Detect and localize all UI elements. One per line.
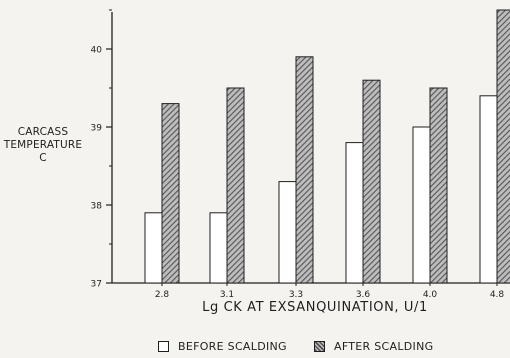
- x-tick-label-3.1: 3.1: [220, 290, 234, 300]
- legend: BEFORE SCALDING AFTER SCALDING: [158, 340, 498, 356]
- bar-after-scalding-4.8: [496, 9, 510, 284]
- x-axis-label: Lg CK AT EXSANQUINATION, U/1: [202, 300, 428, 315]
- bar-before-scalding-4.8: [479, 95, 498, 284]
- y-axis-label-line-1: CARCASS: [17, 126, 69, 138]
- y-axis-label-line-3: C: [39, 152, 47, 164]
- y-tick-label-38: 38: [91, 202, 103, 212]
- legend-item-after-scalding: AFTER SCALDING: [314, 340, 433, 353]
- bar-before-scalding-3.6: [345, 142, 364, 284]
- legend-label-before: BEFORE SCALDING: [178, 340, 287, 353]
- y-tick-label-39: 39: [91, 124, 103, 134]
- legend-label-after: AFTER SCALDING: [334, 340, 434, 353]
- tick-labels: 37 38 39 40 2.8 3.1 3.3 3.6 4.0 4.8: [91, 46, 505, 301]
- bar-after-scalding-3.3: [295, 56, 314, 284]
- bars: [144, 9, 510, 284]
- x-tick-label-2.8: 2.8: [155, 290, 170, 300]
- x-tick-label-3.3: 3.3: [289, 290, 303, 300]
- legend-swatch-hatched: [314, 341, 325, 352]
- bar-before-scalding-3.3: [278, 181, 297, 284]
- bar-before-scalding-3.1: [209, 212, 228, 284]
- legend-swatch-white: [158, 341, 169, 352]
- bar-before-scalding-4.0: [412, 126, 431, 284]
- y-axis-label-line-2: TEMPERATURE: [3, 139, 83, 151]
- bar-after-scalding-3.1: [226, 87, 245, 284]
- x-tick-label-3.6: 3.6: [356, 290, 371, 300]
- y-tick-label-40: 40: [91, 46, 103, 56]
- x-tick-label-4.0: 4.0: [423, 290, 438, 300]
- y-axis-label: CARCASS TEMPERATURE C: [2, 126, 84, 165]
- bar-after-scalding-2.8: [161, 103, 180, 284]
- y-tick-label-37: 37: [91, 280, 102, 290]
- x-tick-label-4.8: 4.8: [490, 290, 505, 300]
- legend-item-before-scalding: BEFORE SCALDING: [158, 340, 287, 353]
- bar-after-scalding-4.0: [429, 87, 448, 284]
- bar-after-scalding-3.6: [362, 79, 381, 284]
- bar-before-scalding-2.8: [144, 212, 163, 284]
